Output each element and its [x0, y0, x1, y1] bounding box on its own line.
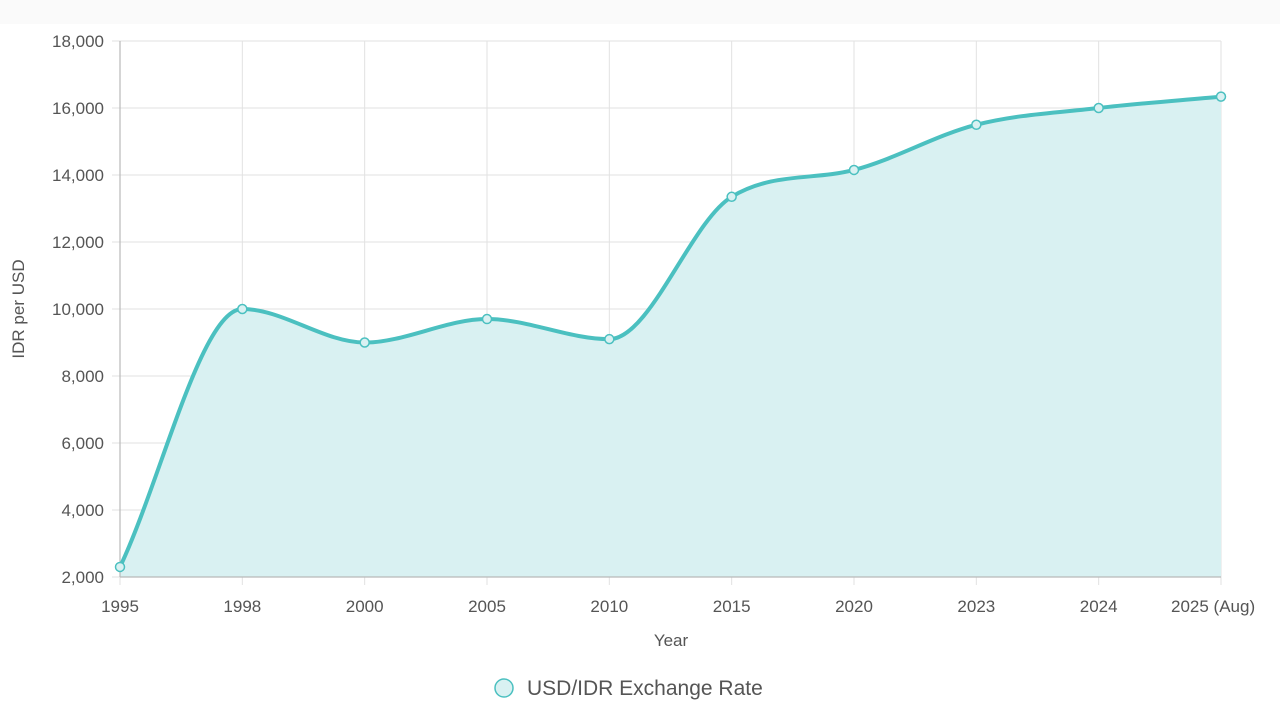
data-point[interactable]	[237, 303, 248, 315]
y-tick-label: 16,000	[52, 99, 104, 118]
y-tick-label: 18,000	[52, 32, 104, 51]
x-tick-label: 2010	[590, 597, 628, 616]
x-tick-label: 2000	[346, 597, 384, 616]
x-tick-label: 1995	[101, 597, 139, 616]
axis-layer	[119, 41, 1221, 578]
x-tick-label: 2015	[713, 597, 751, 616]
y-tick-label: 4,000	[61, 501, 104, 520]
series-area-fill	[120, 96, 1221, 578]
data-point[interactable]	[1215, 91, 1227, 102]
series-line	[118, 94, 1223, 569]
data-point[interactable]	[114, 561, 126, 573]
data-point[interactable]	[971, 119, 982, 130]
y-tick-label: 2,000	[61, 568, 104, 587]
y-tick-label: 12,000	[52, 233, 104, 252]
y-tick-label: 8,000	[61, 367, 104, 386]
legend-marker-icon	[494, 678, 514, 698]
legend-label: USD/IDR Exchange Rate	[527, 677, 763, 700]
y-axis-title: IDR per USD	[9, 259, 28, 358]
x-tick-label: 2020	[835, 597, 873, 616]
data-point[interactable]	[848, 164, 860, 176]
data-point[interactable]	[726, 191, 737, 203]
y-tick-label: 10,000	[52, 300, 104, 319]
x-tick-label: 2024	[1080, 597, 1118, 616]
data-point[interactable]	[481, 313, 493, 325]
legend[interactable]: USD/IDR Exchange Rate	[494, 677, 763, 700]
top-strip	[0, 0, 1280, 24]
data-point[interactable]	[604, 333, 615, 345]
y-tick-label: 14,000	[52, 166, 104, 185]
point-layer	[114, 91, 1227, 573]
x-tick-label: 1998	[223, 597, 261, 616]
data-point[interactable]	[359, 337, 370, 348]
label-layer: 2,000 4,000 6,000 8,000 10,000 12,000 14,000 16…	[52, 32, 1255, 616]
data-point[interactable]	[1093, 102, 1104, 114]
x-tick-label: 2005	[468, 597, 506, 616]
y-tick-label: 6,000	[61, 434, 104, 453]
area-layer	[120, 96, 1221, 578]
line-layer	[118, 94, 1223, 569]
x-tick-label: 2025 (Aug)	[1171, 597, 1255, 616]
x-tick-label: 2023	[957, 597, 995, 616]
x-axis-title: Year	[654, 631, 689, 650]
